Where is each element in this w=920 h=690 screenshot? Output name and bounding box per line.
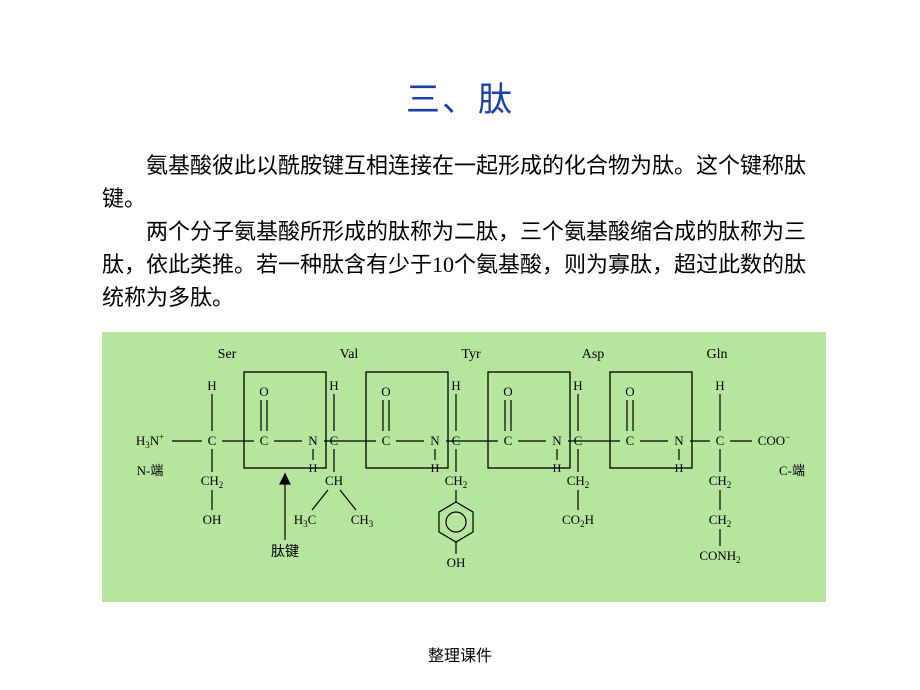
residue-label-ser: Ser [218, 347, 237, 362]
svg-text:OH: OH [447, 555, 466, 570]
body-text: 氨基酸彼此以酰胺键互相连接在一起形成的化合物为肽。这个键称肽键。 两个分子氨基酸… [102, 149, 822, 314]
svg-text:C: C [452, 433, 461, 448]
svg-text:H: H [309, 461, 318, 475]
svg-text:O: O [259, 384, 268, 399]
svg-text:C: C [330, 433, 339, 448]
svg-text:N: N [674, 433, 684, 448]
svg-text:OH: OH [203, 512, 222, 527]
svg-text:O: O [625, 384, 634, 399]
svg-text:H: H [573, 378, 582, 393]
svg-text:H: H [553, 461, 562, 475]
svg-text:C: C [382, 433, 391, 448]
svg-text:N: N [552, 433, 562, 448]
svg-text:H: H [431, 461, 440, 475]
residue-label-asp: Asp [582, 347, 605, 362]
svg-text:N: N [430, 433, 440, 448]
residue-label-val: Val [340, 347, 359, 362]
svg-text:C: C [574, 433, 583, 448]
slide: 三、肽 氨基酸彼此以酰胺键互相连接在一起形成的化合物为肽。这个键称肽键。 两个分… [0, 0, 920, 690]
svg-text:C: C [208, 433, 217, 448]
svg-text:O: O [381, 384, 390, 399]
peptide-diagram: Ser Val Tyr Asp Gln H3N+ N-端 COO− C-端 [102, 332, 826, 602]
svg-text:CONH2: CONH2 [699, 548, 740, 565]
svg-text:C: C [504, 433, 513, 448]
slide-title: 三、肽 [0, 0, 920, 149]
residue-label-gln: Gln [707, 347, 728, 362]
svg-text:O: O [503, 384, 512, 399]
c-terminus-label: C-端 [779, 463, 805, 478]
svg-text:H: H [329, 378, 338, 393]
svg-text:CO2H: CO2H [562, 512, 594, 529]
svg-text:H: H [207, 378, 216, 393]
svg-text:H: H [675, 461, 684, 475]
residue-label-tyr: Tyr [461, 347, 481, 362]
svg-text:C: C [716, 433, 725, 448]
svg-text:C: C [260, 433, 269, 448]
svg-text:H: H [715, 378, 724, 393]
svg-text:H: H [451, 378, 460, 393]
peptide-bond-label: 肽键 [271, 544, 299, 560]
peptide-diagram-container: Ser Val Tyr Asp Gln H3N+ N-端 COO− C-端 [102, 332, 822, 602]
svg-text:C: C [626, 433, 635, 448]
n-terminus-label: N-端 [137, 463, 164, 478]
svg-text:N: N [308, 433, 318, 448]
footer-text: 整理课件 [0, 642, 920, 666]
svg-text:CH: CH [325, 473, 343, 488]
paragraph-2: 两个分子氨基酸所形成的肽称为二肽，三个氨基酸缩合成的肽称为三肽，依此类推。若一种… [102, 215, 822, 314]
paragraph-1: 氨基酸彼此以酰胺键互相连接在一起形成的化合物为肽。这个键称肽键。 [102, 149, 822, 215]
